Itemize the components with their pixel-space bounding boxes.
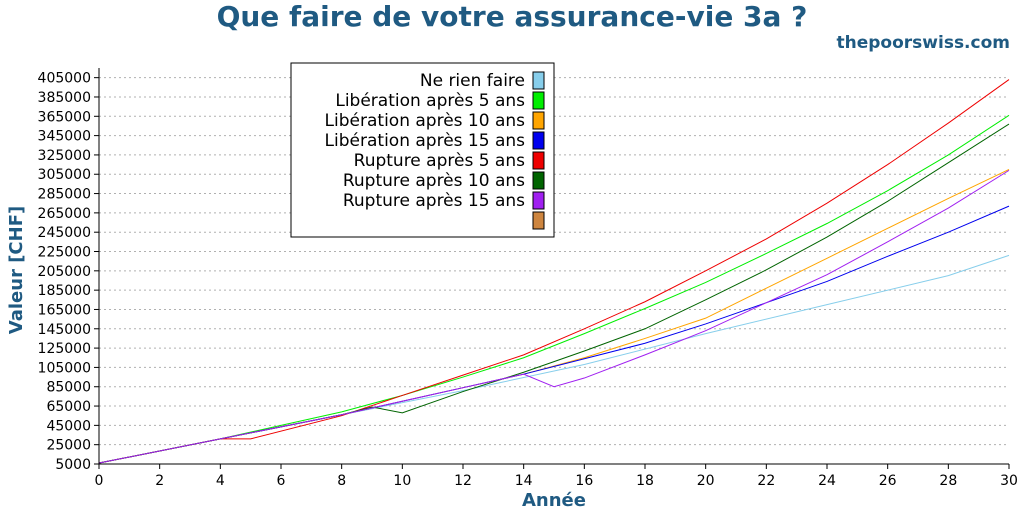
legend-swatch-1	[532, 71, 545, 90]
series-lines	[98, 79, 1010, 464]
legend-swatch-6	[532, 171, 545, 190]
x-tick-label: 28	[939, 473, 957, 489]
legend-swatch-2	[532, 91, 545, 110]
x-tick-label: 0	[95, 473, 104, 489]
x-tick-label: 16	[575, 473, 593, 489]
y-tick-label: 65000	[46, 399, 91, 415]
legend-label-1: Ne rien faire	[420, 71, 525, 91]
series-line-2	[98, 114, 1010, 464]
y-tick-label: 145000	[38, 322, 91, 338]
x-tick-label: 26	[879, 473, 897, 489]
y-tick-label: 105000	[38, 360, 91, 376]
y-tick-label: 325000	[38, 148, 91, 164]
legend-label-6: Rupture après 10 ans	[343, 171, 525, 191]
y-tick-label: 5000	[55, 457, 91, 473]
x-axis-title: Année	[522, 490, 586, 511]
series-line-1	[98, 254, 1010, 464]
x-tick-label: 20	[697, 473, 715, 489]
legend-label-7: Rupture après 15 ans	[343, 191, 525, 211]
legend-label-3: Libération après 10 ans	[325, 111, 526, 131]
legend-label-4: Libération après 15 ans	[325, 131, 526, 151]
y-tick-label: 305000	[38, 167, 91, 183]
series-line-5	[98, 79, 1010, 464]
x-tick-label: 6	[277, 473, 286, 489]
y-tick-label: 285000	[38, 187, 91, 203]
y-tick-label: 45000	[46, 418, 91, 434]
chart-title: Que faire de votre assurance-vie 3a ?	[216, 0, 808, 33]
x-tick-label: 24	[818, 473, 836, 489]
y-tick-label: 385000	[38, 90, 91, 106]
x-tick-label: 8	[337, 473, 346, 489]
series-line-7	[98, 169, 1010, 464]
y-tick-label: 245000	[38, 225, 91, 241]
y-tick-label: 345000	[38, 129, 91, 145]
y-tick-label: 225000	[38, 245, 91, 261]
y-tick-label: 365000	[38, 109, 91, 125]
x-tick-label: 18	[636, 473, 654, 489]
y-tick-label: 265000	[38, 206, 91, 222]
y-tick-label: 185000	[38, 283, 91, 299]
tick-marks: 5000 25000 45000 65000 85000 105000 125000 1450…	[38, 71, 1018, 489]
x-tick-label: 14	[515, 473, 533, 489]
brand-label: thepoorswiss.com	[836, 33, 1011, 53]
axes	[98, 68, 1009, 465]
y-axis-title: Valeur [CHF]	[6, 206, 27, 334]
x-tick-label: 22	[757, 473, 775, 489]
legend-swatch-4	[532, 131, 545, 150]
y-tick-label: 85000	[46, 380, 91, 396]
y-tick-label: 405000	[38, 71, 91, 87]
x-tick-label: 30	[1000, 473, 1018, 489]
legend-swatch-8	[532, 211, 545, 230]
x-tick-label: 12	[454, 473, 472, 489]
legend-box	[290, 62, 555, 238]
y-tick-label: 125000	[38, 341, 91, 357]
legend-label-2: Libération après 5 ans	[335, 91, 525, 111]
legend-swatch-5	[532, 151, 545, 170]
y-tick-label: 25000	[46, 438, 91, 454]
x-tick-label: 4	[216, 473, 225, 489]
legend-swatch-7	[532, 191, 545, 210]
legend-swatch-3	[532, 111, 545, 130]
x-tick-label: 10	[393, 473, 411, 489]
y-tick-label: 165000	[38, 302, 91, 318]
y-tick-label: 205000	[38, 264, 91, 280]
legend-label-5: Rupture après 5 ans	[354, 151, 525, 171]
x-tick-label: 2	[155, 473, 164, 489]
series-line-4	[98, 205, 1010, 464]
